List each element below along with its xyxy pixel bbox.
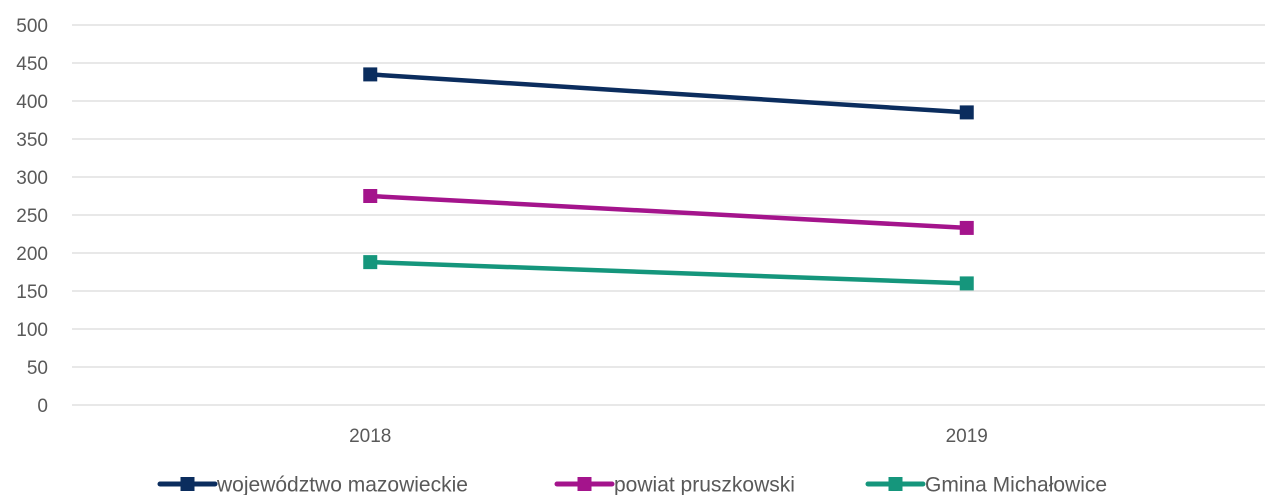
- data-point-marker: [959, 220, 974, 235]
- data-point-marker: [959, 276, 974, 291]
- legend-marker: [577, 477, 592, 491]
- legend-marker: [888, 477, 903, 491]
- legend: województwo mazowieckie powiat pruszkowsk…: [157, 474, 1107, 495]
- y-axis-tick-labels: 0 50 100 150 200 250 300 350 400 450 500: [16, 16, 48, 417]
- y-tick-label: 250: [16, 206, 48, 227]
- data-point-marker: [959, 105, 974, 120]
- x-axis-tick-labels: 2018 2019: [349, 426, 988, 447]
- x-tick-label: 2019: [946, 426, 988, 447]
- y-tick-label: 450: [16, 54, 48, 75]
- y-tick-label: 400: [16, 92, 48, 113]
- series-group: [363, 189, 974, 235]
- series-lines: [363, 67, 974, 291]
- y-tick-label: 100: [16, 320, 48, 341]
- data-point-marker: [363, 255, 378, 270]
- legend-item: Gmina Michałowice: [865, 474, 1107, 495]
- series-line: [370, 259, 967, 286]
- y-tick-label: 200: [16, 244, 48, 265]
- y-tick-label: 500: [16, 16, 48, 37]
- series-group: [363, 255, 974, 291]
- legend-item: powiat pruszkowski: [554, 474, 795, 495]
- y-tick-label: 0: [37, 396, 48, 417]
- y-tick-label: 150: [16, 282, 48, 303]
- legend-label: województwo mazowieckie: [216, 474, 468, 495]
- gridlines: [72, 24, 1265, 406]
- data-point-marker: [363, 189, 378, 203]
- series-line: [370, 193, 967, 231]
- y-tick-label: 350: [16, 130, 48, 151]
- legend-marker: [180, 477, 195, 491]
- legend-label: Gmina Michałowice: [925, 474, 1107, 495]
- y-tick-label: 50: [27, 358, 48, 379]
- legend-item: województwo mazowieckie: [157, 474, 468, 495]
- legend-label: powiat pruszkowski: [614, 474, 795, 495]
- y-tick-label: 300: [16, 168, 48, 189]
- x-tick-label: 2018: [349, 426, 391, 447]
- series-group: [363, 67, 974, 120]
- series-line: [370, 72, 967, 115]
- data-point-marker: [363, 67, 378, 82]
